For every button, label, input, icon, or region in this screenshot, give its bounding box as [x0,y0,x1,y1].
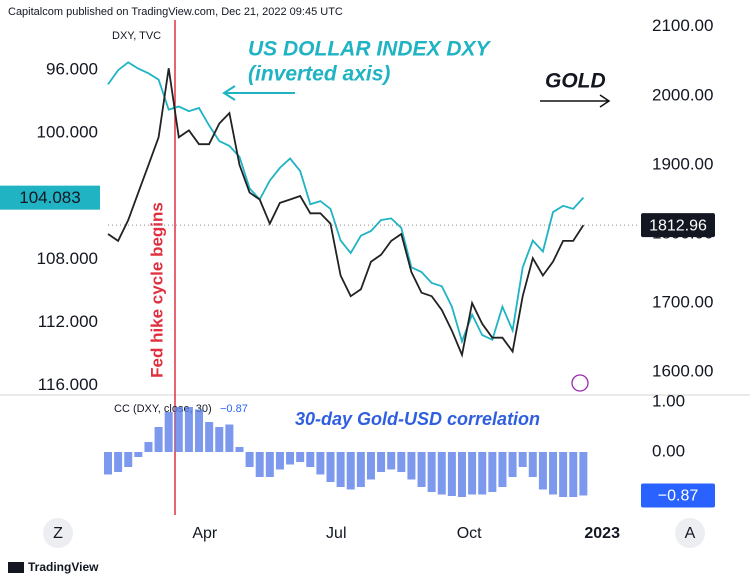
bar [366,452,375,480]
y2-tick-label: 1600.00 [652,362,713,381]
bar [498,452,507,487]
price-tag [641,213,715,238]
bar [225,424,234,452]
value-tag-label: −0.87 [658,488,699,505]
bar [346,452,355,490]
x-tick-label: 2023 [584,525,620,542]
event-label: Fed hike cycle begins [147,202,166,378]
bar [377,452,386,472]
bar [417,452,426,487]
bar [356,452,365,487]
y-tick-label: 0.00 [652,441,685,460]
series-line [107,61,585,345]
bar [457,452,466,497]
x-tick-label: Oct [457,525,482,542]
header: Capitalcom published on TradingView.com,… [8,6,343,18]
bar [144,442,153,452]
bar [154,427,163,452]
bar [569,452,578,497]
bar [316,452,325,475]
bar [275,452,284,470]
bar [559,452,568,497]
annotation: (inverted axis) [248,63,390,86]
bar [579,452,588,496]
bar [427,452,436,492]
annotation: GOLD [545,70,606,93]
x-tick-label: Jul [326,525,346,542]
bar [124,452,133,467]
bar [255,452,264,477]
y-tick-label: 108.000 [37,249,98,268]
arrow [540,94,611,108]
bar [306,452,315,467]
y-tick-label: 116.000 [38,375,98,394]
bar [478,452,487,495]
icon [571,374,589,392]
bar [468,452,477,495]
bar [164,412,173,452]
bar [407,452,416,480]
bar [245,452,254,467]
y2-tick-label: 1900.00 [652,154,713,173]
bar [205,422,214,452]
bar [296,452,305,462]
bar [104,452,112,475]
y-tick-label: 100.000 [37,123,98,142]
bar [336,452,345,487]
button[interactable] [675,518,705,548]
series-legend: DXY, TVC [112,30,161,42]
bar [549,452,558,495]
y-tick-label: 112.000 [38,312,98,331]
bar [397,452,406,472]
annotation: 30-day Gold-USD correlation [295,409,540,429]
bar [184,407,193,452]
bar [114,452,123,472]
bar [488,452,497,492]
bar [528,452,537,477]
y-tick-label: 1.00 [652,391,685,410]
bar [174,407,183,452]
value-tag [641,483,715,508]
bar [215,427,224,452]
bar [447,452,456,496]
bar [195,409,204,452]
bar [286,452,295,465]
series-line [107,68,585,358]
button-label[interactable]: Z [53,525,63,542]
price-tag-label: 1812.96 [649,217,707,234]
bar [326,452,335,482]
bar [134,452,143,457]
bar [235,447,244,452]
x-tick-label: Apr [192,525,218,542]
y-tick-label: 96.000 [46,60,98,79]
arrow [222,85,295,101]
bar [508,452,517,477]
indicator-value: −0.87 [220,403,248,415]
bar [538,452,547,490]
button[interactable] [43,518,73,548]
bar [387,452,396,470]
annotation: US DOLLAR INDEX DXY [248,38,492,61]
y2-tick-label: 1700.00 [652,293,713,312]
y2-tick-label: 2100.00 [652,16,713,35]
bar [265,452,274,477]
bar [437,452,446,495]
price-tag-label: 104.083 [19,188,80,207]
footer: TradingView [28,560,99,574]
button-label[interactable]: A [685,525,696,542]
price-tag [0,185,100,210]
bar [518,452,527,467]
logo [8,562,24,573]
y2-tick-label: 2000.00 [652,85,713,104]
